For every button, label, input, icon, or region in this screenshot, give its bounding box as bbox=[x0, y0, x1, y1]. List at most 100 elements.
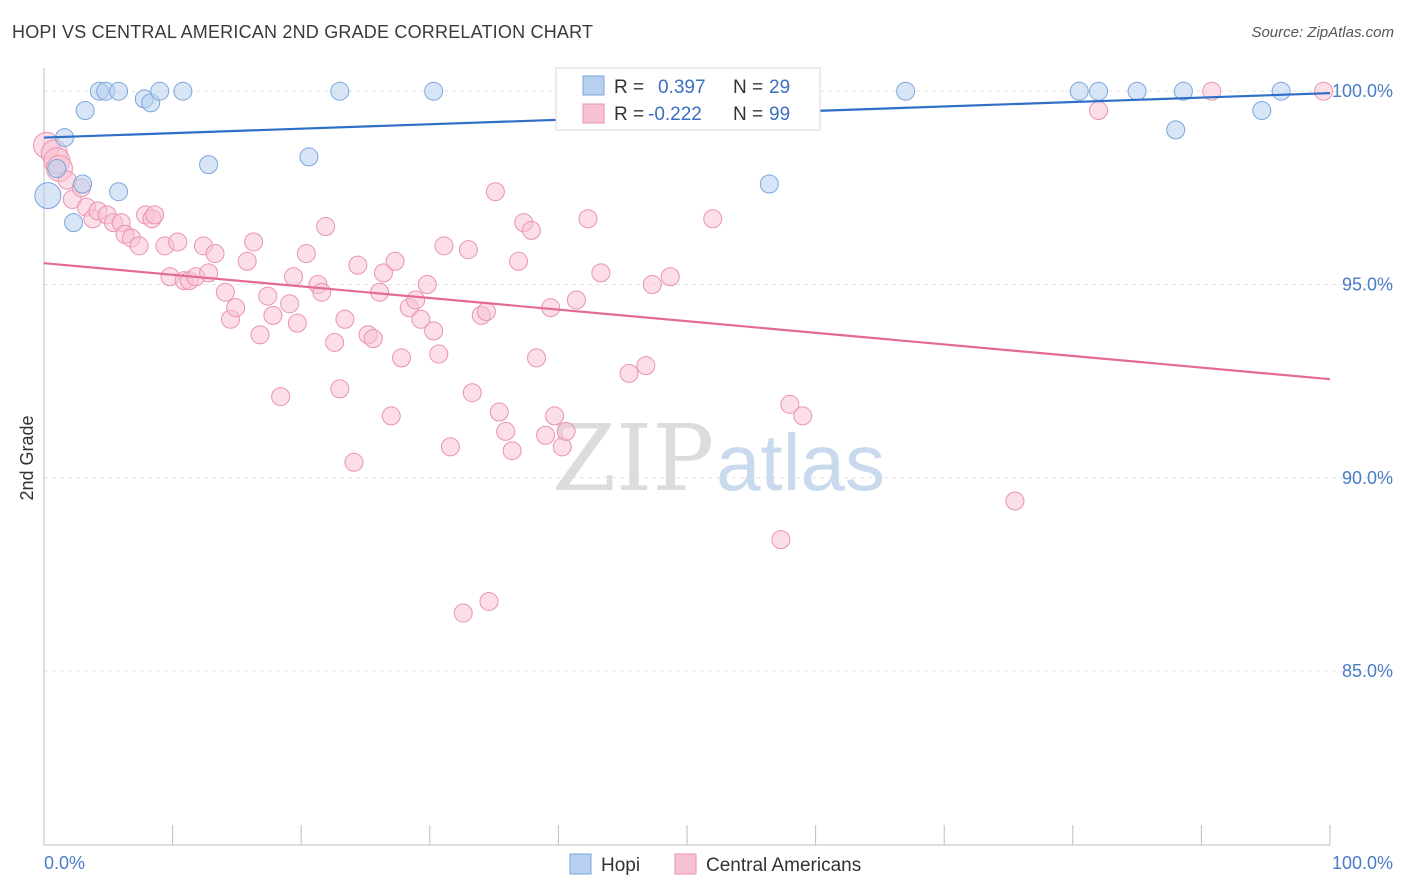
central-americans-points bbox=[33, 81, 1334, 623]
central-americans-point bbox=[1314, 81, 1334, 101]
central-americans-point bbox=[521, 220, 541, 240]
central-americans-point bbox=[392, 348, 412, 368]
central-americans-point bbox=[417, 274, 437, 294]
watermark-zip: ZIP bbox=[552, 405, 714, 512]
hopi-point bbox=[150, 81, 170, 101]
hopi-point bbox=[896, 81, 916, 101]
central-americans-point bbox=[458, 240, 478, 260]
hopi-r-value: 0.397 bbox=[658, 77, 706, 98]
chart-source: Source: ZipAtlas.com bbox=[1251, 24, 1394, 41]
chart-title: HOPI VS CENTRAL AMERICAN 2ND GRADE CORRE… bbox=[12, 22, 594, 42]
series-legend: Hopi Central Americans bbox=[569, 853, 861, 876]
y-tick-label: 100.0% bbox=[1332, 81, 1393, 101]
central-americans-point bbox=[1089, 101, 1109, 121]
hopi-r-label: R = bbox=[614, 77, 644, 98]
trend-lines bbox=[43, 92, 1331, 381]
hopi-point bbox=[299, 147, 319, 167]
central-americans-point bbox=[496, 421, 516, 441]
central-americans-point bbox=[429, 344, 449, 364]
central-americans-point bbox=[1202, 81, 1222, 101]
hopi-point bbox=[1069, 81, 1089, 101]
y-axis-title: 2nd Grade bbox=[17, 415, 37, 500]
central-americans-point bbox=[215, 282, 235, 302]
y-tick-label: 90.0% bbox=[1342, 468, 1393, 488]
central-americans-point bbox=[335, 309, 355, 329]
hopi-point bbox=[1173, 81, 1193, 101]
central-americans-trend-line bbox=[43, 262, 1331, 381]
central-americans-point bbox=[502, 441, 522, 461]
y-tick-label: 85.0% bbox=[1342, 661, 1393, 681]
central-americans-point bbox=[462, 383, 482, 403]
gridlines bbox=[44, 90, 1393, 672]
central-americans-point bbox=[205, 244, 225, 264]
central-americans-point bbox=[330, 379, 350, 399]
hopi-point bbox=[424, 81, 444, 101]
central-americans-point bbox=[453, 603, 473, 623]
hopi-point bbox=[330, 81, 350, 101]
legend-central-swatch bbox=[674, 853, 697, 875]
central-americans-point bbox=[381, 406, 401, 426]
hopi-point bbox=[34, 182, 62, 210]
central-americans-point bbox=[556, 421, 576, 441]
central-americans-point bbox=[660, 267, 680, 287]
central-americans-point bbox=[385, 251, 405, 271]
central-americans-point bbox=[793, 406, 813, 426]
y-tick-label: 95.0% bbox=[1342, 274, 1393, 294]
central-americans-point bbox=[434, 236, 454, 256]
central-americans-point bbox=[619, 363, 639, 383]
central-americans-point bbox=[263, 305, 283, 325]
hopi-point bbox=[1089, 81, 1109, 101]
central-americans-point bbox=[527, 348, 547, 368]
central-americans-point bbox=[440, 437, 460, 457]
hopi-point bbox=[1166, 120, 1186, 140]
central-americans-point bbox=[280, 294, 300, 314]
central-americans-point bbox=[489, 402, 509, 422]
hopi-point bbox=[759, 174, 779, 194]
central-americans-point bbox=[771, 530, 791, 550]
hopi-point bbox=[47, 159, 67, 179]
central-americans-point bbox=[226, 298, 246, 318]
legend-hopi-swatch bbox=[569, 853, 592, 875]
hopi-point bbox=[75, 101, 95, 121]
hopi-n-label: N = bbox=[733, 77, 763, 98]
central-americans-point bbox=[344, 452, 364, 472]
central-americans-point bbox=[509, 251, 529, 271]
central-americans-point bbox=[168, 232, 188, 252]
x-tick-label-min: 0.0% bbox=[44, 853, 85, 873]
central-americans-point bbox=[476, 302, 496, 322]
hopi-points bbox=[34, 81, 1291, 233]
hopi-point bbox=[1252, 101, 1272, 121]
central-americans-point bbox=[578, 209, 598, 229]
watermark: ZIP atlas bbox=[552, 405, 885, 512]
legend-hopi-label: Hopi bbox=[601, 855, 640, 876]
central-americans-point bbox=[316, 216, 336, 236]
x-ticks bbox=[172, 825, 1331, 845]
central-americans-point bbox=[348, 255, 368, 275]
stats-legend-box: R = 0.397 N = 29 R = -0.222 N = 99 bbox=[555, 67, 821, 131]
y-tick-labels: 85.0% 90.0% 95.0% 100.0% bbox=[1332, 81, 1393, 681]
central-americans-point bbox=[237, 251, 257, 271]
central-americans-point bbox=[283, 267, 303, 287]
hopi-point bbox=[73, 174, 93, 194]
central-americans-point bbox=[296, 244, 316, 264]
central-americans-point bbox=[591, 263, 611, 283]
central-americans-point bbox=[545, 406, 565, 426]
central-americans-point bbox=[703, 209, 723, 229]
hopi-swatch bbox=[582, 75, 605, 96]
hopi-point bbox=[109, 81, 129, 101]
central-r-label: R = bbox=[614, 104, 644, 125]
central-americans-point bbox=[479, 591, 499, 611]
central-americans-point bbox=[129, 236, 149, 256]
central-americans-point bbox=[271, 387, 291, 407]
central-americans-point bbox=[780, 394, 800, 414]
central-americans-point bbox=[374, 263, 394, 283]
hopi-point bbox=[199, 155, 219, 175]
hopi-point bbox=[1127, 81, 1147, 101]
central-n-value: 99 bbox=[769, 104, 790, 125]
central-americans-point bbox=[485, 182, 505, 202]
central-americans-point bbox=[411, 309, 431, 329]
central-n-label: N = bbox=[733, 104, 763, 125]
central-americans-point bbox=[536, 425, 556, 445]
central-americans-point bbox=[287, 313, 307, 333]
central-americans-point bbox=[424, 321, 444, 341]
